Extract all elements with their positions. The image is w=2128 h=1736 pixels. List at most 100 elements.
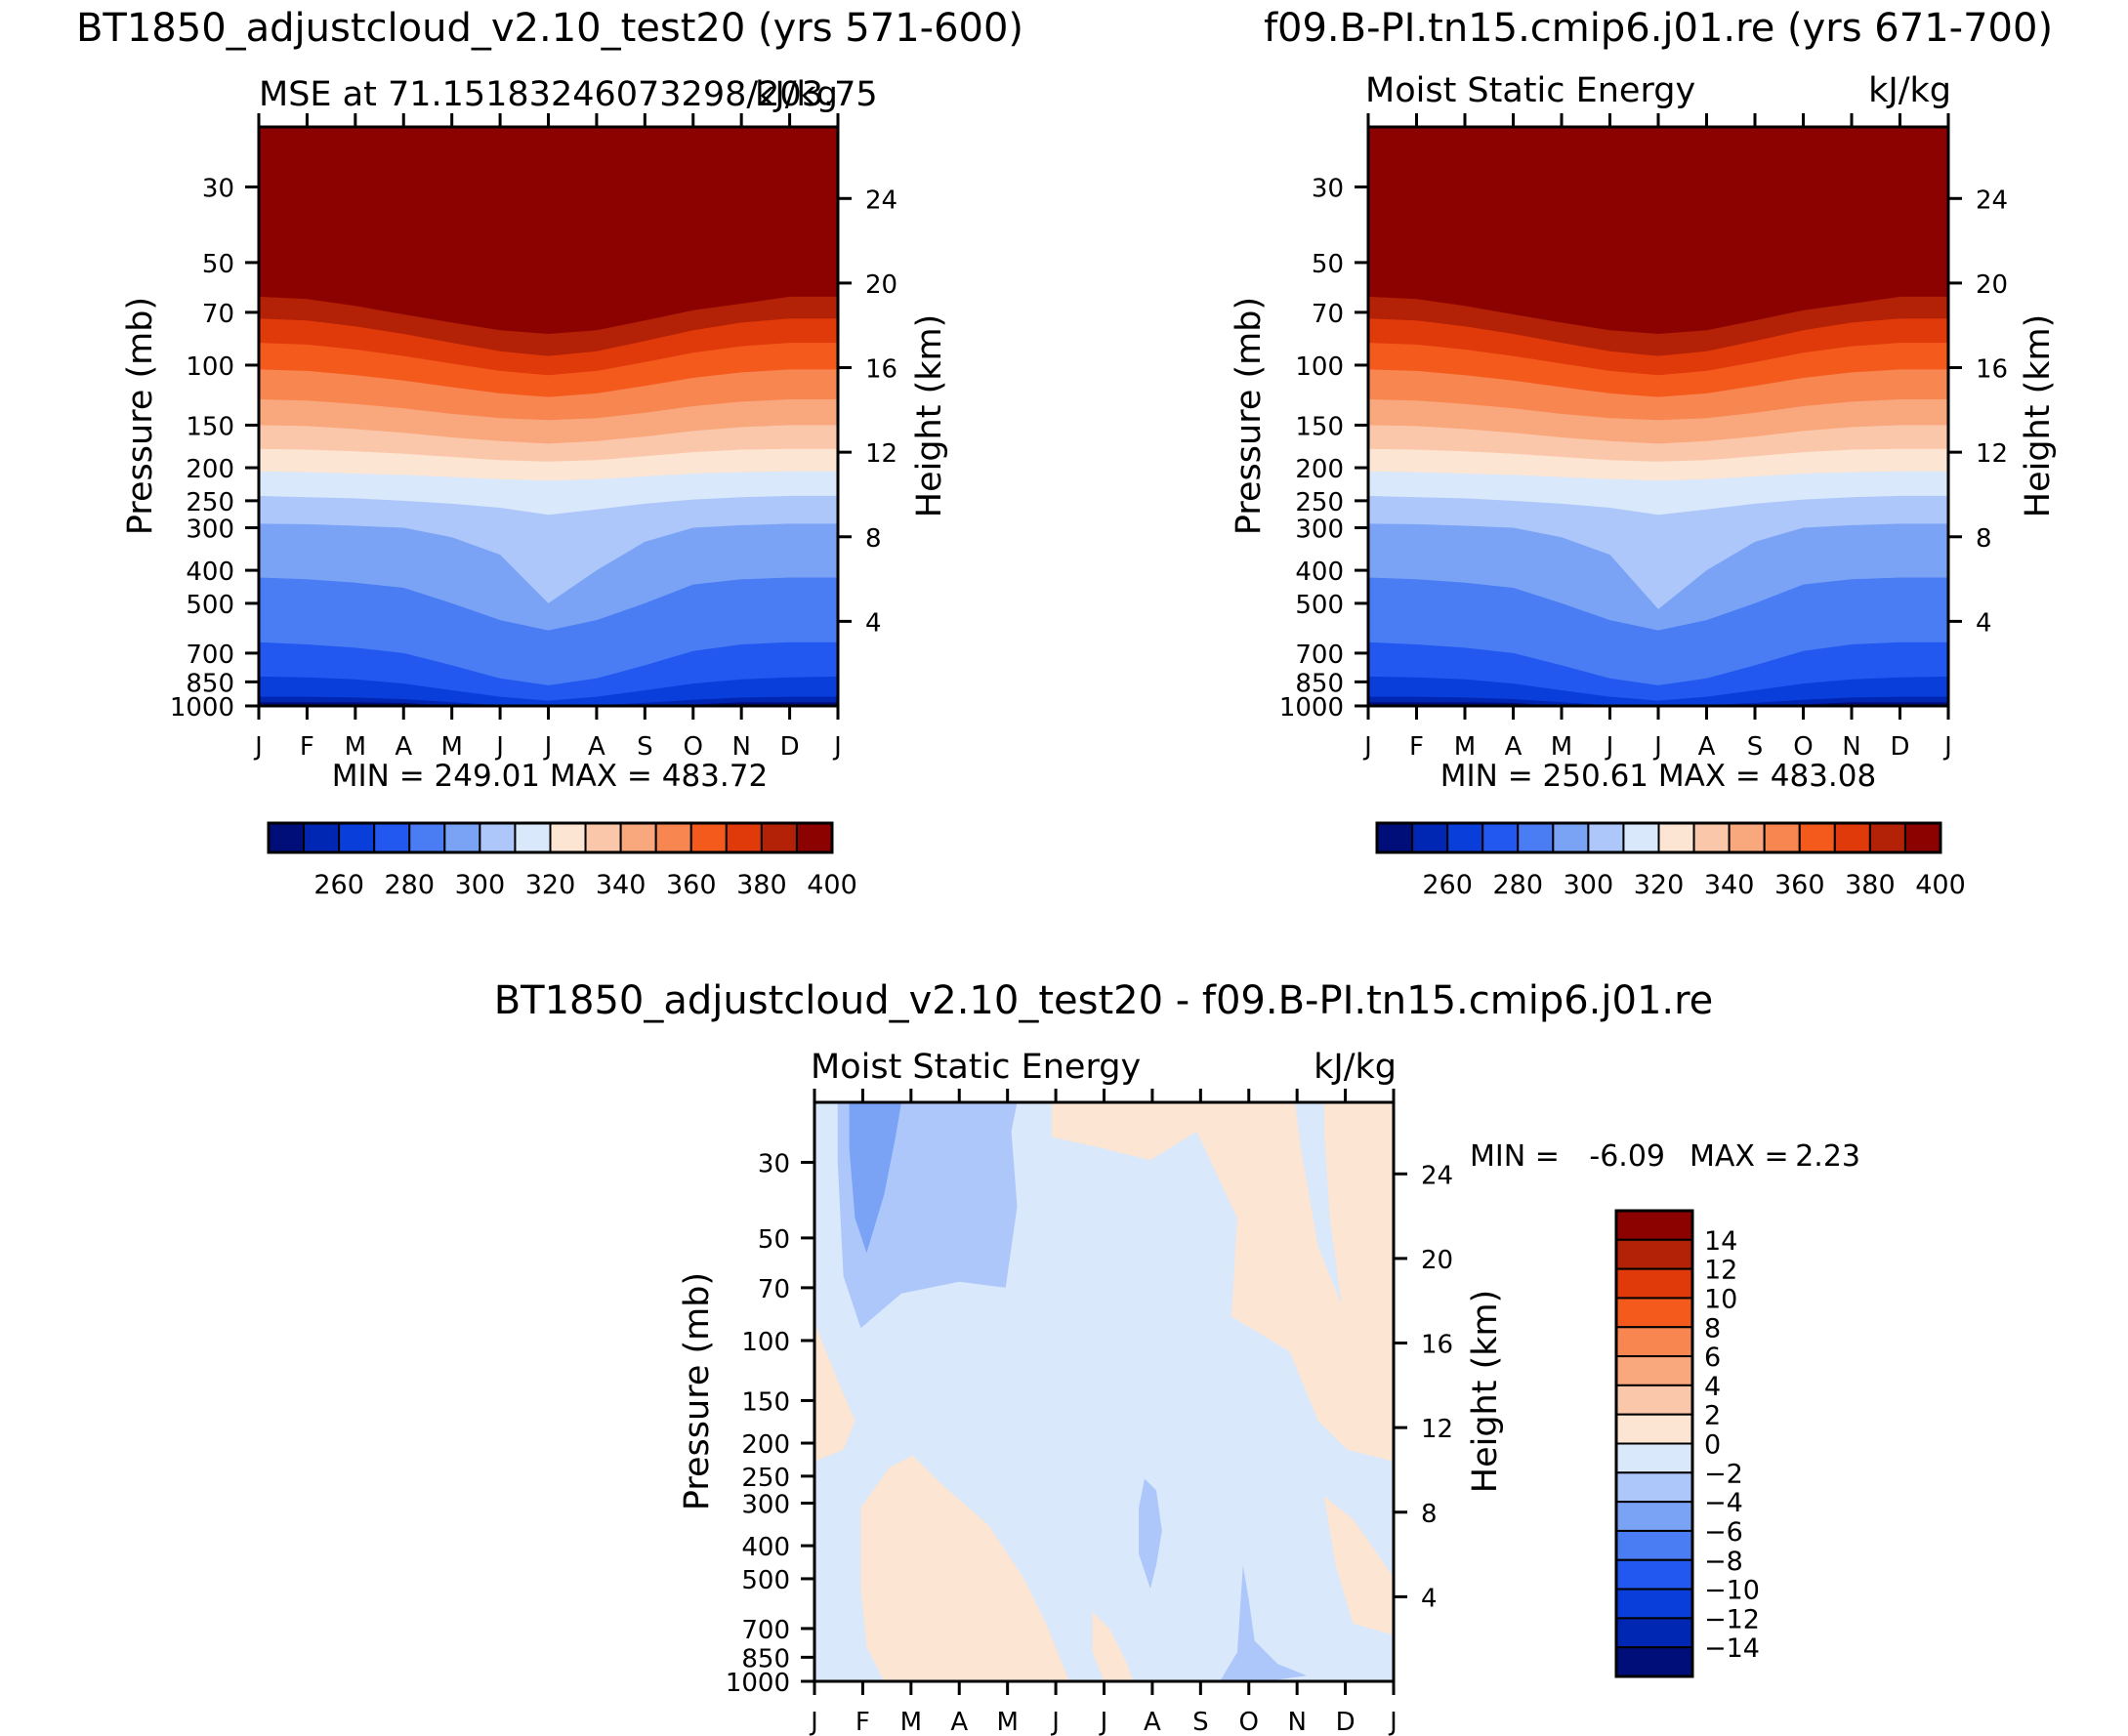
colorbar-swatch [1728,822,1766,853]
y-tick-label: 100 [186,352,234,382]
y2-tick-label: 20 [1976,270,2008,300]
x-tick-label: F [1409,732,1424,762]
colorbar-swatch [760,822,798,853]
y2-tick-label: 4 [1976,608,1992,638]
colorbar-swatch [725,822,763,853]
colorbar-label: 8 [1704,1313,1721,1343]
x-tick-label: A [395,732,412,762]
y2-tick-label: 16 [1421,1331,1453,1360]
panel-units-label: kJ/kg [1314,1048,1397,1087]
y2-tick-label: 20 [1421,1246,1453,1275]
x-tick-label: M [996,1708,1018,1736]
x-tick-label: J [543,732,553,762]
y-tick-label: 300 [741,1490,790,1519]
y2-tick-label: 4 [865,608,882,638]
colorbar-swatch [1615,1501,1693,1532]
y-axis-label: Pressure (mb) [1230,297,1269,535]
colorbar-label: 12 [1704,1256,1737,1286]
y-tick-label: 50 [202,250,234,279]
x-tick-label: A [588,732,605,762]
y-tick-label: 400 [186,558,234,587]
colorbar-label: 360 [666,870,717,900]
x-tick-label: J [494,732,504,762]
y-tick-label: 400 [741,1533,790,1562]
diff-region-pos-0-2 [1092,1611,1134,1681]
y-tick-label: 70 [758,1275,790,1304]
colorbar-swatch [1615,1326,1693,1358]
colorbar-label: −2 [1704,1459,1743,1489]
diff-region-pos-0-2 [1052,1102,1394,1462]
y-tick-label: 50 [1312,250,1344,279]
y-tick-label: 150 [1295,412,1344,441]
y-tick-label: 250 [741,1464,790,1493]
y2-tick-label: 8 [1976,524,1992,554]
x-tick-label: S [1747,732,1764,762]
x-tick-label: D [1890,732,1909,762]
colorbar-swatch [1615,1588,1693,1620]
y-axis-label: Pressure (mb) [121,297,160,535]
panel-units-label: kJ/kg [755,75,838,114]
min-max-stats: MIN = 250.61 MAX = 483.08 [1440,759,1876,794]
colorbar-swatch [1552,822,1590,853]
colorbar-label: 2 [1704,1401,1721,1431]
y2-tick-label: 8 [865,524,882,554]
y-tick-label: 30 [758,1149,790,1178]
x-tick-label: M [900,1708,922,1736]
colorbar-label: 0 [1704,1430,1721,1461]
colorbar-label: 280 [1492,870,1543,900]
y2-axis-label: Height (km) [910,314,949,518]
y-tick-label: 500 [1295,591,1344,620]
colorbar-swatch [1615,1413,1693,1445]
y2-tick-label: 12 [865,439,897,469]
colorbar-swatch [1833,822,1871,853]
y2-axis-label: Height (km) [1466,1290,1505,1494]
diff-region-neg-4-6 [849,1102,901,1254]
panel-left-label: Moist Static Energy [811,1048,1141,1087]
y-tick-label: 1000 [170,693,234,723]
colorbar-label: 320 [525,870,576,900]
x-tick-label: N [1842,732,1860,762]
y-tick-label: 200 [1295,455,1344,484]
colorbar-swatch [1798,822,1836,853]
colorbar-swatch [1615,1646,1693,1677]
y2-tick-label: 24 [865,186,897,215]
y2-tick-label: 24 [1976,186,2008,215]
panel-difference: BT1850_adjustcloud_v2.10_test20 - f09.B-… [494,978,1860,1736]
axes: J F M A M J J A S O N D J305070100150200250300400500… [726,1089,1453,1736]
colorbar-swatch [1615,1210,1693,1241]
y2-tick-label: 20 [865,270,897,300]
y-tick-label: 850 [186,669,234,698]
y-tick-label: 850 [1295,669,1344,698]
colorbar-swatch [443,822,481,853]
colorbar-label: 320 [1634,870,1685,900]
colorbar-swatch [268,822,306,853]
y-tick-label: 400 [1295,558,1344,587]
y2-tick-label: 16 [1976,355,2008,385]
colorbar-swatch [1868,822,1906,853]
x-tick-label: M [1454,732,1476,762]
y2-tick-label: 4 [1421,1584,1438,1613]
y-tick-label: 700 [741,1616,790,1645]
colorbar-swatch [1763,822,1801,853]
diff-region-pos-0-2 [814,1322,855,1462]
x-tick-label: J [1362,732,1372,762]
colorbar-swatch [1517,822,1555,853]
y2-tick-label: 16 [865,355,897,385]
colorbar-label: 340 [1704,870,1755,900]
axes: J F M A M J J A S O N D J305070100150200250300400500… [170,113,897,762]
contour-field [814,1102,1394,1681]
colorbar-frame [267,821,834,854]
colorbar-swatch [1481,822,1520,853]
y-tick-label: 850 [741,1644,790,1674]
diff-region-pos-0-2 [1323,1496,1394,1635]
contour-band [1368,127,1948,334]
colorbar-swatch [408,822,446,853]
colorbar-swatch [1622,822,1660,853]
x-tick-label: J [809,1708,818,1736]
colorbar-swatch [479,822,517,853]
colorbar-swatch [619,822,657,853]
colorbar-swatch [338,822,376,853]
x-tick-label: D [780,732,800,762]
panel-title: f09.B-PI.tn15.cmip6.j01.re (yrs 671-700) [1264,6,2053,51]
